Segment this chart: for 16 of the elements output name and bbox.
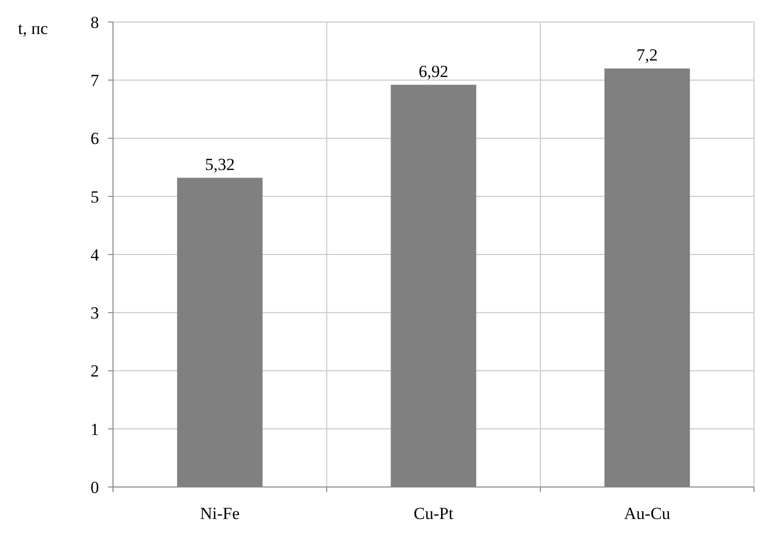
y-tick-label: 1	[90, 420, 99, 439]
y-axis-title: t, пс	[18, 19, 48, 38]
y-tick-label: 6	[90, 129, 99, 148]
data-label: 5,32	[204, 154, 235, 174]
x-tick-label: Cu-Pt	[414, 504, 454, 523]
y-tick-label: 3	[90, 304, 99, 323]
y-tick-label: 4	[90, 245, 100, 264]
y-tick-label: 0	[90, 478, 99, 497]
y-tick-label: 2	[90, 362, 99, 381]
x-tick-label: Au-Cu	[624, 504, 671, 523]
data-label: 7,2	[636, 46, 658, 64]
y-tick-label: 5	[90, 187, 99, 206]
y-tick-label: 8	[90, 12, 99, 32]
y-tick-label: 7	[90, 71, 100, 90]
data-label: 6,92	[418, 62, 448, 81]
x-tick-label: Ni-Fe	[200, 504, 240, 523]
